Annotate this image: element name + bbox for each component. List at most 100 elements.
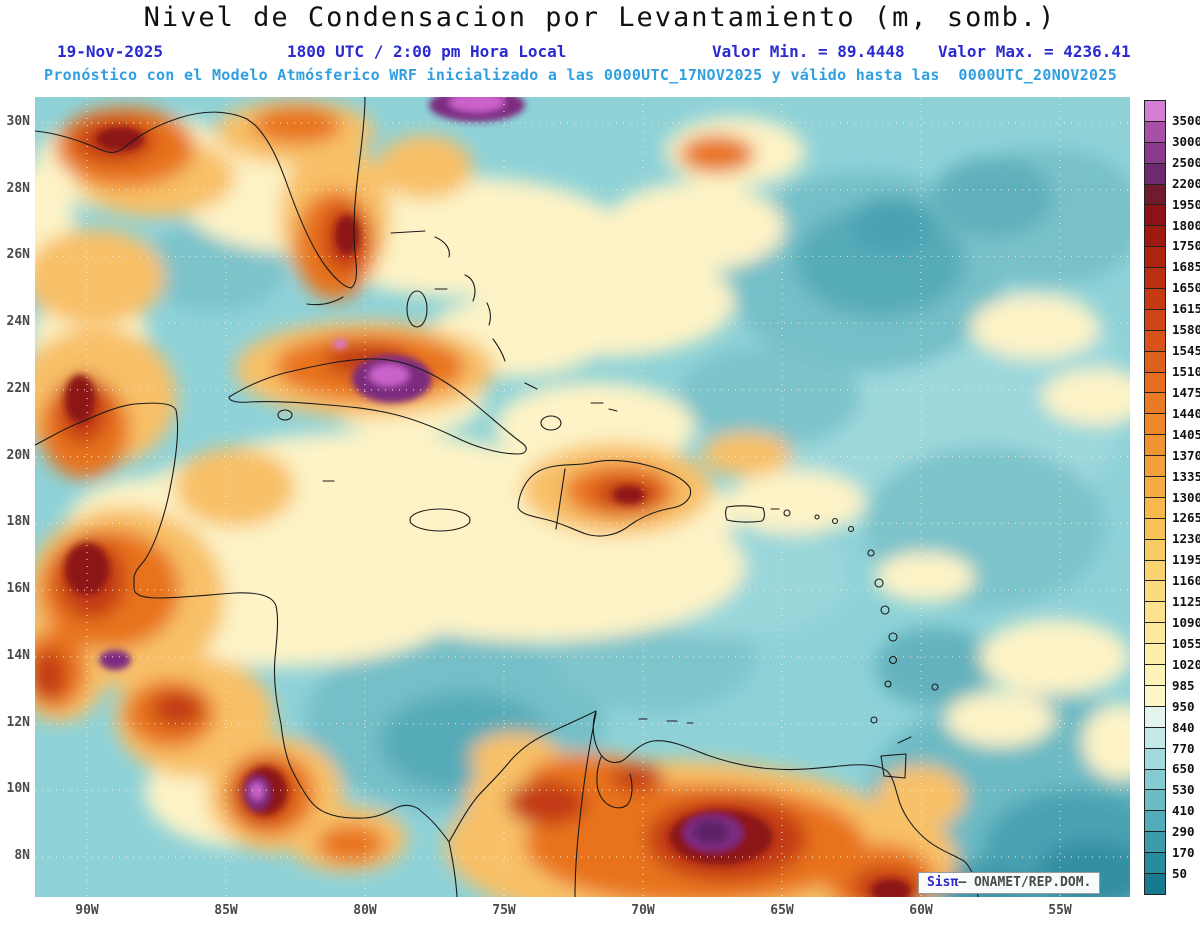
- colorbar-segment: [1144, 665, 1166, 686]
- colorbar-segment: [1144, 790, 1166, 812]
- colorbar-segment: [1144, 853, 1166, 874]
- lon-tick-label: 75W: [492, 903, 516, 918]
- coast-puerto-rico: [724, 505, 765, 523]
- colorbar-tick-label: 1580: [1172, 322, 1200, 338]
- colorbar-tick-label: 950: [1172, 698, 1195, 714]
- colorbar-tick-label: 1055: [1172, 635, 1200, 651]
- coastline-layer: [35, 97, 979, 897]
- border-haiti-dr: [555, 468, 566, 530]
- coast-bahamas: [390, 230, 618, 431]
- colorbar-tick-label: 1090: [1172, 615, 1200, 631]
- colorbar-tick-label: 1195: [1172, 552, 1200, 568]
- lon-tick-label: 55W: [1048, 903, 1072, 918]
- colorbar-tick-label: 1650: [1172, 280, 1200, 296]
- colorbar-segment: [1144, 268, 1166, 290]
- colorbar-tick-label: 1405: [1172, 426, 1200, 442]
- map-canvas: [35, 97, 1130, 897]
- colorbar-segment: [1144, 121, 1166, 143]
- forecast-note: Pronóstico con el Modelo Atmósferico WRF…: [44, 66, 1118, 84]
- colorbar-segment: [1144, 497, 1166, 519]
- watermark: Sisπ– ONAMET/REP.DOM.: [918, 872, 1101, 894]
- colorbar-segment: [1144, 393, 1166, 415]
- colorbar-tick-label: 2500: [1172, 154, 1200, 170]
- coast-florida-keys: [306, 296, 344, 306]
- coast-trinidad: [880, 753, 907, 779]
- lat-tick-label: 24N: [6, 314, 30, 330]
- coast-jamaica: [409, 508, 471, 532]
- colorbar-tick-label: 650: [1172, 761, 1195, 777]
- colorbar-tick-label: 1615: [1172, 301, 1200, 317]
- colorbar-tick-label: 2200: [1172, 175, 1200, 191]
- lon-tick-label: 85W: [214, 903, 238, 918]
- colorbar-segment: [1144, 685, 1166, 707]
- colorbar-segment: [1144, 163, 1166, 185]
- colorbar-segment: [1144, 560, 1166, 582]
- colorbar-segment: [1144, 602, 1166, 624]
- colorbar-tick-label: 840: [1172, 719, 1195, 735]
- colorbar-segment: [1144, 644, 1166, 666]
- colorbar-tick-label: 1750: [1172, 238, 1200, 254]
- colorbar-tick-label: 50: [1172, 866, 1188, 882]
- colorbar-segment: [1144, 184, 1166, 206]
- colorbar-segment: [1144, 581, 1166, 603]
- colorbar-segment: [1144, 435, 1166, 457]
- colorbar-tick-label: 410: [1172, 803, 1195, 819]
- colorbar-segment: [1144, 247, 1166, 269]
- border-panama-colombia: [448, 841, 458, 897]
- lat-tick-label: 16N: [6, 581, 30, 597]
- lat-tick-label: 12N: [6, 714, 30, 730]
- colorbar-segment: [1144, 142, 1166, 164]
- colorbar-tick-label: 1265: [1172, 510, 1200, 526]
- colorbar-tick-label: 770: [1172, 740, 1195, 756]
- colorbar-segment: [1144, 727, 1166, 749]
- grid-layer: [35, 97, 1130, 897]
- page-title: Nivel de Condensacion por Levantamiento …: [143, 2, 1057, 33]
- value-max-label: Valor Max. = 4236.41: [938, 42, 1131, 61]
- lat-tick-label: 18N: [6, 514, 30, 530]
- colorbar-segment: [1144, 351, 1166, 373]
- colorbar-tick-label: 1335: [1172, 468, 1200, 484]
- colorbar-tick-label: 1125: [1172, 594, 1200, 610]
- border-colombia-venezuela: [574, 712, 597, 897]
- colorbar-segment: [1144, 832, 1166, 854]
- coast-south-america: [448, 710, 979, 897]
- lat-tick-label: 22N: [6, 380, 30, 396]
- lat-tick-label: 8N: [14, 847, 30, 863]
- colorbar-tick-label: 985: [1172, 677, 1195, 693]
- colorbar-segment: [1144, 226, 1166, 248]
- colorbar-tick-label: 1510: [1172, 363, 1200, 379]
- colorbar-segment: [1144, 205, 1166, 227]
- colorbar-segment: [1144, 811, 1166, 833]
- colorbar-segment: [1144, 518, 1166, 540]
- lon-tick-label: 80W: [353, 903, 377, 918]
- colorbar-tick-label: 1230: [1172, 531, 1200, 547]
- lake-maracaibo: [596, 756, 633, 809]
- coast-cuba: [228, 358, 527, 455]
- colorbar-segment: [1144, 456, 1166, 478]
- lon-tick-label: 65W: [770, 903, 794, 918]
- colorbar-tick-label: 1020: [1172, 656, 1200, 672]
- contour-core-layer: [65, 97, 911, 897]
- colorbar-segment: [1144, 539, 1166, 561]
- lon-tick-label: 90W: [75, 903, 99, 918]
- lat-tick-label: 10N: [6, 781, 30, 797]
- lat-tick-label: 26N: [6, 247, 30, 263]
- watermark-text: – ONAMET/REP.DOM.: [958, 875, 1092, 890]
- colorbar-segment: [1144, 330, 1166, 352]
- colorbar-tick-label: 1475: [1172, 384, 1200, 400]
- colorbar-segment: [1144, 769, 1166, 791]
- lat-tick-label: 20N: [6, 447, 30, 463]
- valid-date: 19-Nov-2025: [57, 42, 163, 61]
- colorbar-tick-label: 1950: [1172, 196, 1200, 212]
- colorbar-segment: [1144, 100, 1166, 122]
- lat-tick-label: 30N: [6, 114, 30, 129]
- colorbar-tick-label: 1685: [1172, 259, 1200, 275]
- colorbar-segment: [1144, 623, 1166, 645]
- colorbar-segment: [1144, 289, 1166, 310]
- lat-tick-label: 14N: [6, 647, 30, 663]
- coast-isle-of-youth: [277, 409, 293, 421]
- colorbar-segment: [1144, 309, 1166, 331]
- colorbar-segment: [1144, 414, 1166, 436]
- valid-time: 1800 UTC / 2:00 pm Hora Local: [287, 42, 567, 61]
